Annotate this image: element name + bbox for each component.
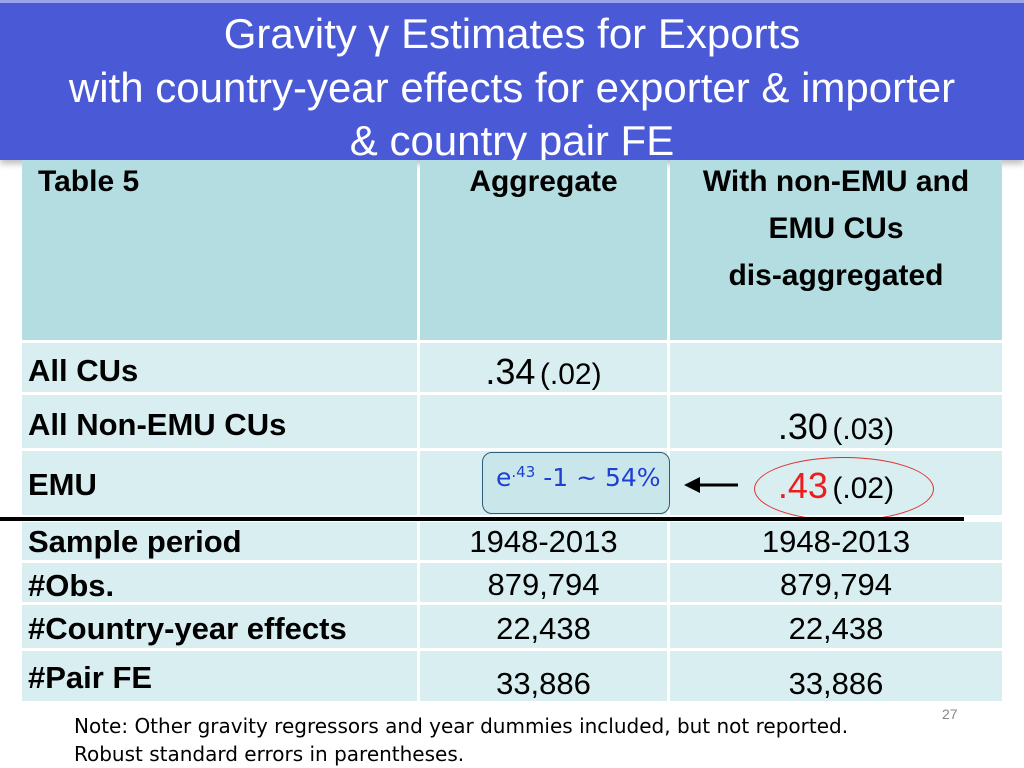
table-cell <box>22 651 417 701</box>
table-cell <box>22 451 417 515</box>
highlight-circle <box>754 457 934 521</box>
coefficient: .34 <box>485 351 536 392</box>
title-line-3: & country pair FE <box>349 117 675 160</box>
row-label-obs: #Obs. <box>28 568 115 603</box>
header-cell-disaggregated <box>670 160 1002 340</box>
pair-fe-disaggregated: 33,886 <box>788 666 884 701</box>
table-cell <box>670 522 1002 560</box>
table-cell <box>670 395 1002 448</box>
table-cell <box>420 395 667 448</box>
header-cell-aggregate <box>420 160 667 340</box>
column-header-line-3: dis-aggregated <box>728 259 944 292</box>
note-line-1: Note: Other gravity regressors and year … <box>74 714 849 738</box>
table-cell <box>670 343 1002 392</box>
left-arrow-icon <box>684 477 738 493</box>
sample-period-aggregate: 1948-2013 <box>469 524 618 559</box>
row-label-pair-fe: #Pair FE <box>28 660 153 695</box>
country-year-effects-disaggregated: 22,438 <box>788 611 884 646</box>
table-cell <box>22 605 417 648</box>
coefficient: .30 <box>777 406 828 447</box>
table-cell <box>22 343 417 392</box>
standard-error: (.03) <box>832 413 895 446</box>
row-label-emu: EMU <box>28 467 97 502</box>
row-label-all-cus: All CUs <box>28 353 139 388</box>
table-cell <box>670 651 1002 701</box>
table-cell <box>22 522 417 560</box>
callout-exponent: .43 <box>511 463 536 481</box>
row-label-sample-period: Sample period <box>28 524 242 559</box>
pair-fe-aggregate: 33,886 <box>496 666 591 701</box>
table-cell <box>670 563 1002 602</box>
obs-disaggregated: 879,794 <box>779 567 893 602</box>
row-label-all-non-emu-cus: All Non-EMU CUs <box>28 407 287 442</box>
column-header-line-2: EMU CUs <box>768 212 904 245</box>
callout-rest: -1 ~ 54% <box>543 463 661 492</box>
coef-all-cus-aggregate: .34 (.02) <box>420 351 667 393</box>
sample-period-disaggregated: 1948-2013 <box>761 524 911 559</box>
table-cell <box>420 651 667 701</box>
table-cell <box>22 563 417 602</box>
divider-line <box>0 517 964 521</box>
slide-title: Gravity γ Estimates for Exports with cou… <box>0 0 1024 160</box>
table-cell <box>420 522 667 560</box>
page-number: 27 <box>942 706 958 722</box>
obs-aggregate: 879,794 <box>487 567 600 602</box>
column-header-line-1: With non-EMU and <box>702 165 970 198</box>
row-label-country-year-effects: #Country-year effects <box>28 611 347 646</box>
table-label: Table 5 <box>38 165 140 198</box>
effect-size-callout: e.43 -1 ~ 54% <box>482 452 670 514</box>
standard-error: (.02) <box>539 358 602 391</box>
table-cell <box>420 563 667 602</box>
header-cell-label <box>22 160 417 340</box>
note-line-2: Robust standard errors in parentheses. <box>74 742 465 766</box>
title-line-1: Gravity γ Estimates for Exports <box>223 10 801 57</box>
table-cell <box>22 395 417 448</box>
coef-non-emu-disaggregated: .30 (.03) <box>670 406 1002 448</box>
callout-text: e.43 -1 ~ 54% <box>496 463 661 492</box>
table-cell <box>670 605 1002 648</box>
table-cell <box>420 343 667 392</box>
table-cell <box>420 605 667 648</box>
country-year-effects-aggregate: 22,438 <box>496 611 591 646</box>
title-line-2: with country-year effects for exporter &… <box>68 64 956 111</box>
callout-base: e <box>496 463 512 492</box>
column-header-aggregate: Aggregate <box>469 165 618 198</box>
